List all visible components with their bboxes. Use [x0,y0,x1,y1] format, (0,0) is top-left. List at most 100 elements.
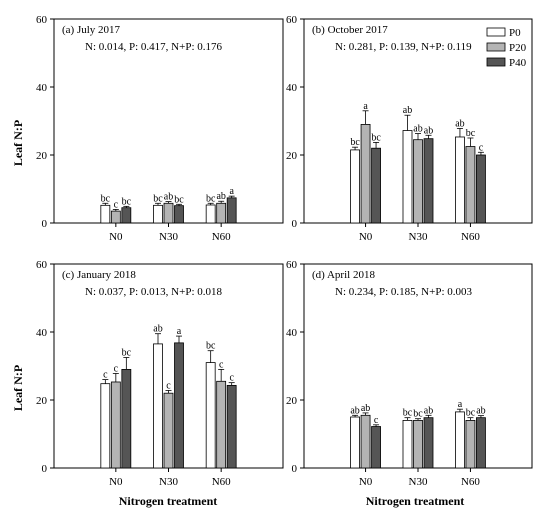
x-tick-label: N30 [159,476,178,488]
bar [110,210,121,224]
significance-letter: a [458,399,463,410]
bar [465,146,476,224]
significance-letter: c [229,373,234,384]
bar [371,426,381,469]
significance-letter: bc [371,132,381,143]
significance-letter: ab [403,105,412,116]
bar [110,381,121,469]
significance-letter: bc [206,341,216,352]
bar [153,343,163,469]
significance-letter: ab [424,405,433,416]
legend-label: P0 [509,27,521,39]
bar [100,383,111,469]
y-tick-label: 60 [286,259,298,271]
bar [350,416,360,469]
panel-title: (c) January 2018 [62,269,136,281]
significance-letter: ab [164,192,173,203]
y-tick-label: 0 [42,218,48,230]
panel-stats: N: 0.281, P: 0.139, N+P: 0.119 [335,41,472,53]
bar [121,368,132,469]
significance-letter: c [103,370,108,381]
significance-letter: a [229,186,234,197]
significance-letter: c [114,363,119,374]
y-tick-label: 20 [36,395,48,407]
bar [100,204,111,224]
x-tick-label: N60 [212,476,231,488]
y-tick-label: 0 [292,463,298,475]
y-tick-label: 60 [36,14,48,26]
x-axis-label-right: Nitrogen treatment [366,494,465,508]
bar [163,202,174,224]
legend: P0 P20 P40 [486,27,527,69]
significance-letter: bc [403,408,413,419]
bar [226,197,237,224]
bar [226,384,237,469]
significance-letter: ab [455,118,464,129]
x-tick-label: N60 [212,231,231,243]
bar [423,138,434,224]
panel-stats: N: 0.037, P: 0.013, N+P: 0.018 [85,286,222,298]
bar [205,204,216,224]
y-tick-label: 20 [286,150,298,162]
significance-letter: bc [101,193,111,204]
bar [371,147,381,224]
y-tick-label: 60 [286,14,298,26]
x-tick-label: N30 [409,476,428,488]
legend-swatch [486,42,506,52]
significance-letter: bc [174,194,184,205]
significance-letter: c [114,199,119,210]
panel-b: 0 20 40 60 (b) October 2017 N: 0.281, P: 0.13… [286,14,533,243]
legend-label: P40 [509,57,527,69]
significance-letter: ab [350,405,359,416]
x-tick-label: N0 [109,231,123,243]
bar [205,362,216,469]
x-tick-label: N60 [461,231,480,243]
bar [350,149,360,224]
bar [455,136,465,224]
y-axis-label-bottom: Leaf N:P [11,365,25,411]
bar [476,154,486,224]
bar [153,204,163,224]
y-tick-label: 40 [286,327,298,339]
bar [360,414,371,469]
panel-title: (b) October 2017 [312,24,388,36]
bar [402,419,413,469]
panel-title: (d) April 2018 [312,269,375,281]
significance-letter: a [177,326,182,337]
significance-letter: bc [153,193,163,204]
significance-letter: a [363,101,368,112]
y-tick-label: 40 [36,82,48,94]
significance-letter: ab [361,403,370,414]
panel-c: 0 20 40 60 (c) January 2018 N: 0.037, P: 0.01… [36,259,284,488]
significance-letter: bc [350,137,360,148]
panel-stats: N: 0.234, P: 0.185, N+P: 0.003 [335,286,472,298]
legend-swatch [486,57,506,67]
significance-letter: c [479,142,484,153]
significance-letter: bc [122,196,132,207]
legend-label: P20 [509,42,527,54]
bar [216,380,227,469]
x-tick-label: N60 [461,476,480,488]
x-tick-label: N30 [159,231,178,243]
significance-letter: bc [466,128,476,139]
significance-letter: bc [122,348,132,359]
bar [121,207,132,224]
significance-letter: bc [466,408,476,419]
significance-letter: ab [153,324,162,335]
bar [163,392,174,469]
x-tick-label: N30 [409,231,428,243]
y-tick-label: 20 [286,395,298,407]
y-tick-label: 0 [292,218,298,230]
bar [174,342,184,469]
significance-letter: ab [216,191,225,202]
significance-letter: c [374,415,379,426]
bar [402,130,413,224]
bar [455,411,465,469]
panel-a: 0 20 40 60 (a) July 2017 N: 0.014, P: 0.417, … [36,14,284,243]
panel-d: 0 20 40 60 (d) April 2018 N: 0.234, P: 0.185,… [286,259,533,488]
significance-letter: c [166,380,171,391]
x-tick-label: N0 [359,476,373,488]
panel-title: (a) July 2017 [62,24,121,36]
significance-letter: bc [206,193,216,204]
